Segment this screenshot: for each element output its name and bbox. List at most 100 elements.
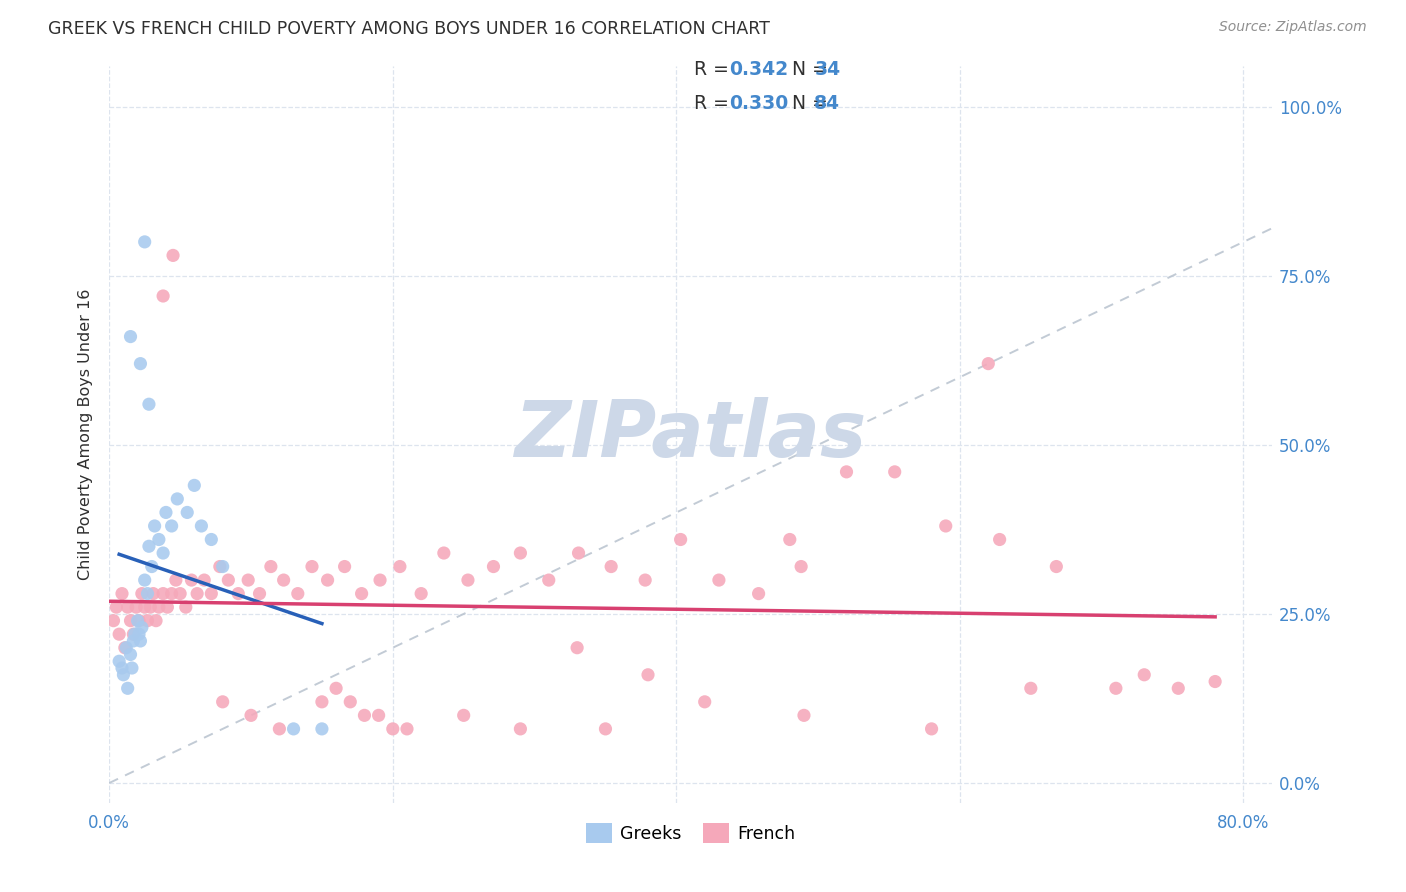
Point <box>128 614 150 628</box>
Point <box>138 539 160 553</box>
Point <box>238 573 260 587</box>
Text: N =: N = <box>773 95 834 113</box>
Text: R =: R = <box>695 61 735 79</box>
Point <box>160 519 183 533</box>
Point <box>162 248 184 262</box>
Point <box>669 533 692 547</box>
Point <box>350 586 373 600</box>
Point <box>129 634 152 648</box>
Point <box>112 667 135 681</box>
Point <box>779 533 801 547</box>
Point <box>136 614 159 628</box>
Point <box>600 559 623 574</box>
Point <box>353 708 375 723</box>
Point <box>316 573 339 587</box>
Point <box>129 357 152 371</box>
Point <box>193 573 215 587</box>
Point <box>977 357 1000 371</box>
Point <box>111 661 134 675</box>
Point <box>339 695 361 709</box>
Point <box>125 600 148 615</box>
Point <box>120 329 142 343</box>
Point <box>509 546 531 560</box>
Point <box>565 640 588 655</box>
Point <box>381 722 404 736</box>
Point <box>325 681 347 696</box>
Point <box>143 519 166 533</box>
Point <box>134 600 156 615</box>
Text: 84: 84 <box>814 95 841 113</box>
Point <box>166 491 188 506</box>
Point <box>269 722 291 736</box>
Point <box>249 586 271 600</box>
Text: ZIPatlas: ZIPatlas <box>515 397 866 473</box>
Point <box>634 573 657 587</box>
Point <box>457 573 479 587</box>
Point <box>1204 674 1226 689</box>
Text: Source: ZipAtlas.com: Source: ZipAtlas.com <box>1219 20 1367 34</box>
Point <box>240 708 263 723</box>
Point <box>637 667 659 681</box>
Point <box>1167 681 1189 696</box>
Point <box>142 586 165 600</box>
Point <box>131 586 153 600</box>
Point <box>122 627 145 641</box>
Point <box>152 586 174 600</box>
Point <box>395 722 418 736</box>
Point <box>131 620 153 634</box>
Point <box>283 722 305 736</box>
Point <box>311 722 333 736</box>
Point <box>482 559 505 574</box>
Legend: Greeks, French: Greeks, French <box>579 816 803 850</box>
Text: N =: N = <box>773 61 834 79</box>
Point <box>145 614 167 628</box>
Point <box>128 627 150 641</box>
Point <box>1133 667 1156 681</box>
Point <box>200 586 222 600</box>
Point <box>411 586 433 600</box>
Point <box>509 722 531 736</box>
Point <box>120 614 142 628</box>
Point <box>311 695 333 709</box>
Point <box>111 586 134 600</box>
Point <box>211 559 233 574</box>
Text: 0.330: 0.330 <box>730 95 789 113</box>
Point <box>117 681 139 696</box>
Point <box>388 559 411 574</box>
Point <box>117 600 139 615</box>
Point <box>260 559 283 574</box>
Point <box>707 573 730 587</box>
Text: 34: 34 <box>814 61 841 79</box>
Text: R =: R = <box>695 95 735 113</box>
Point <box>186 586 208 600</box>
Point <box>156 600 179 615</box>
Point <box>127 614 149 628</box>
Point <box>108 627 131 641</box>
Point <box>115 640 138 655</box>
Point <box>121 661 143 675</box>
Point <box>988 533 1011 547</box>
Text: 0.342: 0.342 <box>730 61 789 79</box>
Point <box>1045 559 1067 574</box>
Point <box>367 708 389 723</box>
Point <box>595 722 617 736</box>
Point <box>105 600 128 615</box>
Point <box>120 648 142 662</box>
Point <box>226 586 249 600</box>
Point <box>200 533 222 547</box>
Point <box>301 559 323 574</box>
Point <box>103 614 125 628</box>
Point <box>273 573 295 587</box>
Point <box>433 546 456 560</box>
Text: GREEK VS FRENCH CHILD POVERTY AMONG BOYS UNDER 16 CORRELATION CHART: GREEK VS FRENCH CHILD POVERTY AMONG BOYS… <box>48 20 769 37</box>
Point <box>136 586 159 600</box>
Point <box>935 519 957 533</box>
Point <box>148 600 170 615</box>
Point <box>748 586 770 600</box>
Point <box>108 654 131 668</box>
Point <box>155 505 177 519</box>
Y-axis label: Child Poverty Among Boys Under 16: Child Poverty Among Boys Under 16 <box>79 289 93 581</box>
Point <box>141 559 163 574</box>
Point <box>160 586 183 600</box>
Point <box>1019 681 1042 696</box>
